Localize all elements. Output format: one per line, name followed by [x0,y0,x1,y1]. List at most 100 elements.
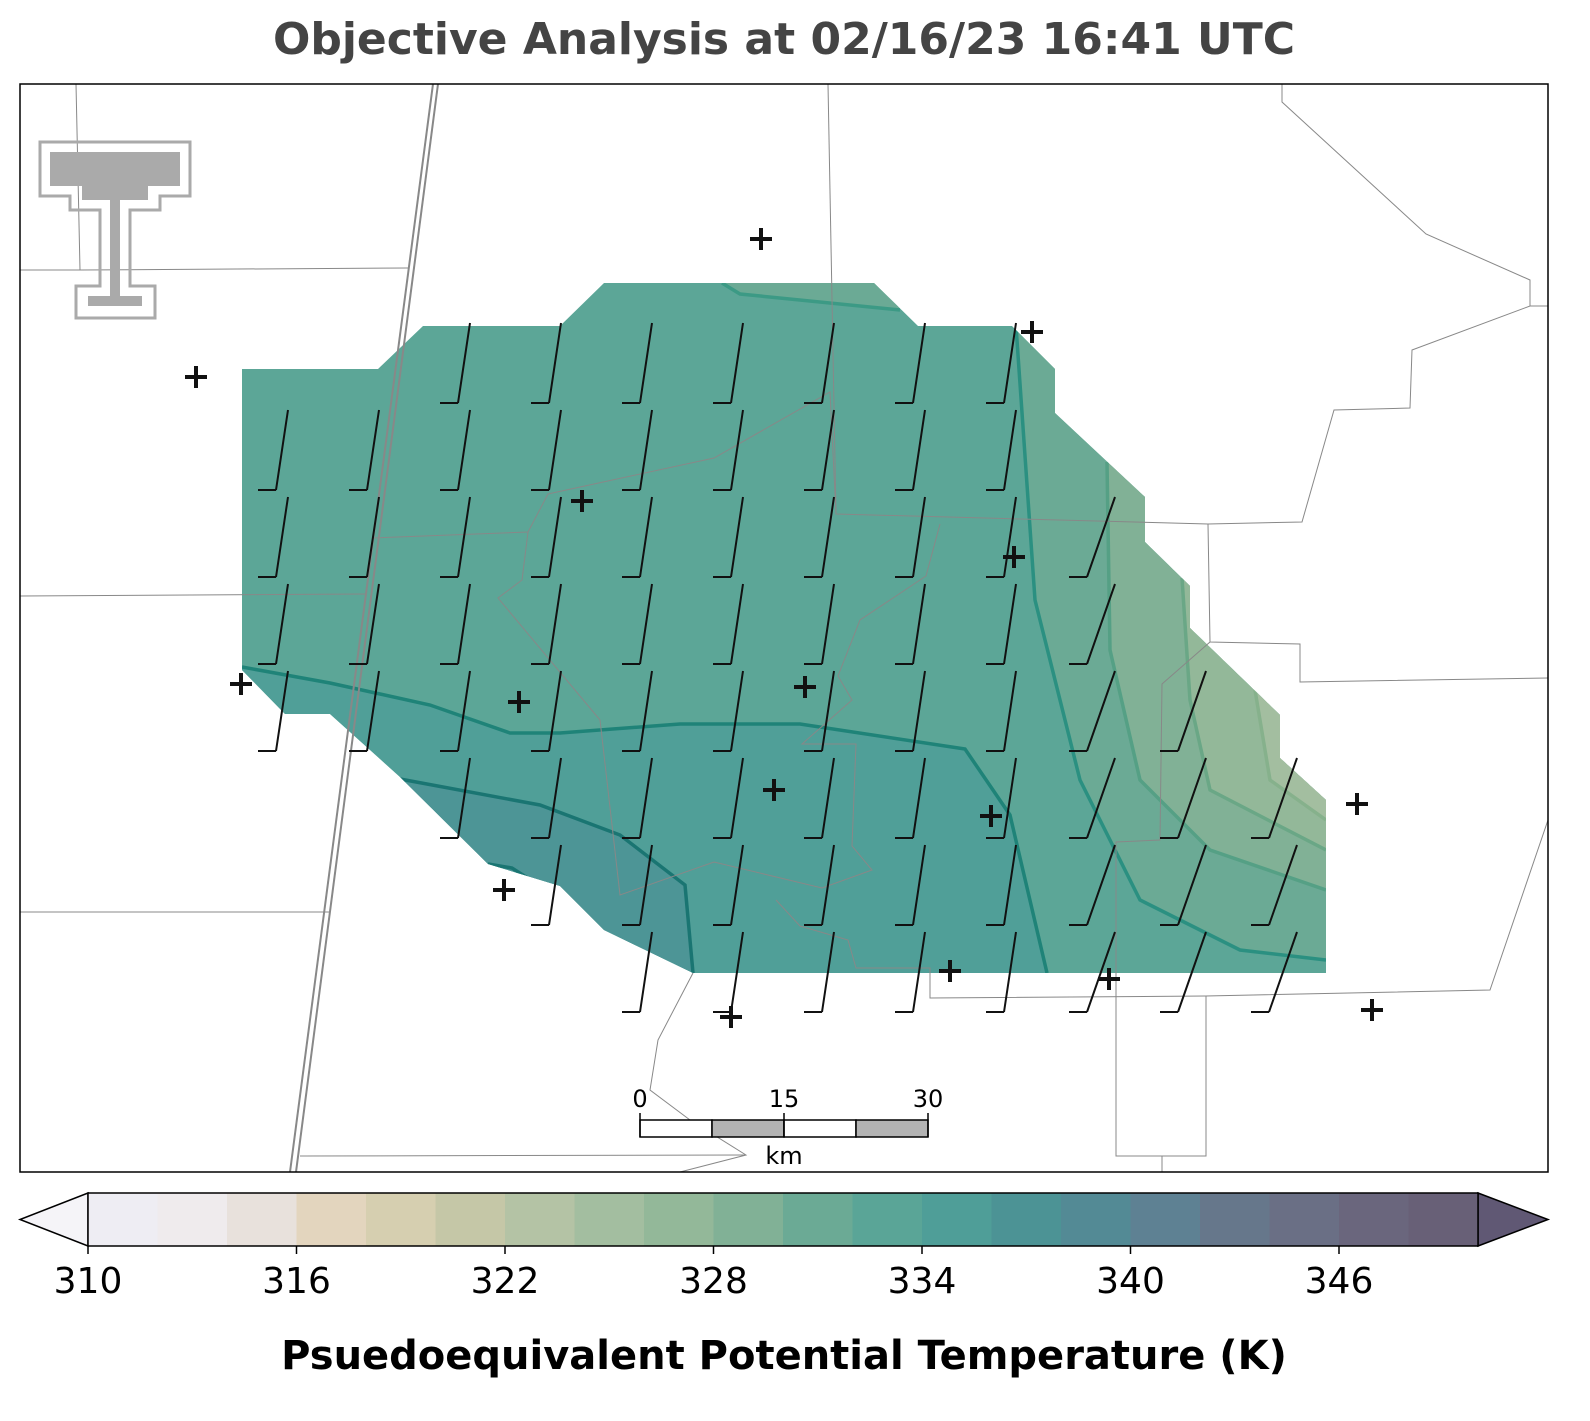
colorbar-bin [644,1193,714,1246]
wind-barb [1160,844,1207,926]
wind-barb [531,409,562,491]
wind-barb [622,409,653,491]
wind-barb [804,496,835,578]
wind-barb [349,670,380,752]
scale-tick-label: 15 [769,1085,800,1113]
wind-barb [713,322,744,404]
wind-barb [986,496,1017,578]
wind-barb [986,931,1017,1013]
station [720,1006,742,1028]
wind-barb [804,583,835,665]
scale-tick-label: 30 [913,1085,944,1113]
colorbar-bin [1130,1193,1201,1246]
wind-barb [804,670,835,752]
colorbar-tick-label: 340 [1096,1261,1165,1302]
station [1098,968,1120,990]
wind-barb [713,409,744,491]
wind-barb [895,409,926,491]
station [230,673,252,695]
colorbar-bin [88,1193,158,1246]
wind-barb [622,496,653,578]
wind-barb [986,757,1017,839]
wind-barb [349,583,380,665]
colorbar-tick-label: 334 [888,1261,957,1302]
wind-barb [440,409,471,491]
colorbar-bin [1061,1193,1131,1246]
colorbar-bin [435,1193,506,1246]
wind-barb [895,844,926,926]
colorbar-tick-label: 322 [471,1261,540,1302]
colorbar-bin [505,1193,575,1246]
wind-barb [804,322,835,404]
wind-barb [713,583,744,665]
station [980,805,1002,827]
colorbar-bin [574,1193,645,1246]
wind-barb [1160,670,1207,752]
colorbar-extend-min [17,1191,89,1248]
map-frame [19,83,1549,1173]
wind-barb [1069,496,1116,578]
wind-barb [531,496,562,578]
station [763,779,785,801]
wind-barb [440,583,471,665]
wind-barb [531,322,562,404]
station [1003,546,1025,568]
colorbar-bin [227,1193,297,1246]
station [1346,793,1368,815]
station [508,691,530,713]
wind-barb [531,670,562,752]
station [794,676,816,698]
colorbar-bin [296,1193,367,1246]
wind-barb [258,670,289,752]
wind-barb [622,322,653,404]
wind-barb [895,496,926,578]
colorbar-bin [991,1193,1062,1246]
wind-barb [1160,931,1207,1013]
stations [185,228,1383,1028]
analysis-field [242,283,1326,973]
colorbar-outline [87,1192,1479,1247]
scale-tick-label: 0 [632,1085,647,1113]
wind-barb [440,322,471,404]
wind-barb [440,670,471,752]
colorbar-bin [852,1193,923,1246]
wind-barb [622,844,653,926]
station [1021,321,1043,343]
wind-barb [713,931,744,1013]
map [20,84,1548,1172]
wind-barb [531,757,562,839]
colorbar-bin [366,1193,436,1246]
colorbar-bin [1200,1193,1270,1246]
colorbar-bin [1339,1193,1409,1246]
county-lines [20,84,1548,1172]
colorbar-bin [922,1193,992,1246]
colorbar-bin [1408,1193,1479,1246]
wind-barb [1069,670,1116,752]
wind-barb [531,844,562,926]
wind-barb [1251,931,1298,1013]
wind-barb [349,496,380,578]
wind-barb [986,322,1017,404]
wind-barb [713,757,744,839]
colorbar-tick-label: 310 [54,1261,123,1302]
title: Objective Analysis at 02/16/23 16:41 UTC [273,14,1295,65]
wind-barb [804,409,835,491]
wind-barb [1251,844,1298,926]
wind-barb [1069,931,1116,1013]
wind-barb [713,844,744,926]
wind-barb [531,583,562,665]
wind-barb [895,931,926,1013]
wind-barb [986,583,1017,665]
wind-barb [440,757,471,839]
scale-segment [855,1119,929,1138]
highway [289,84,439,1172]
scale-segment [711,1119,785,1138]
colorbar-tick-label: 316 [262,1261,331,1302]
wind-barb [804,757,835,839]
colorbar-bin [157,1193,228,1246]
colorbar-extend-max [1477,1191,1551,1248]
scale-bar: 0 15 30 km [632,1085,943,1170]
station [939,960,961,982]
wind-barb [895,670,926,752]
wind-barb [258,583,289,665]
